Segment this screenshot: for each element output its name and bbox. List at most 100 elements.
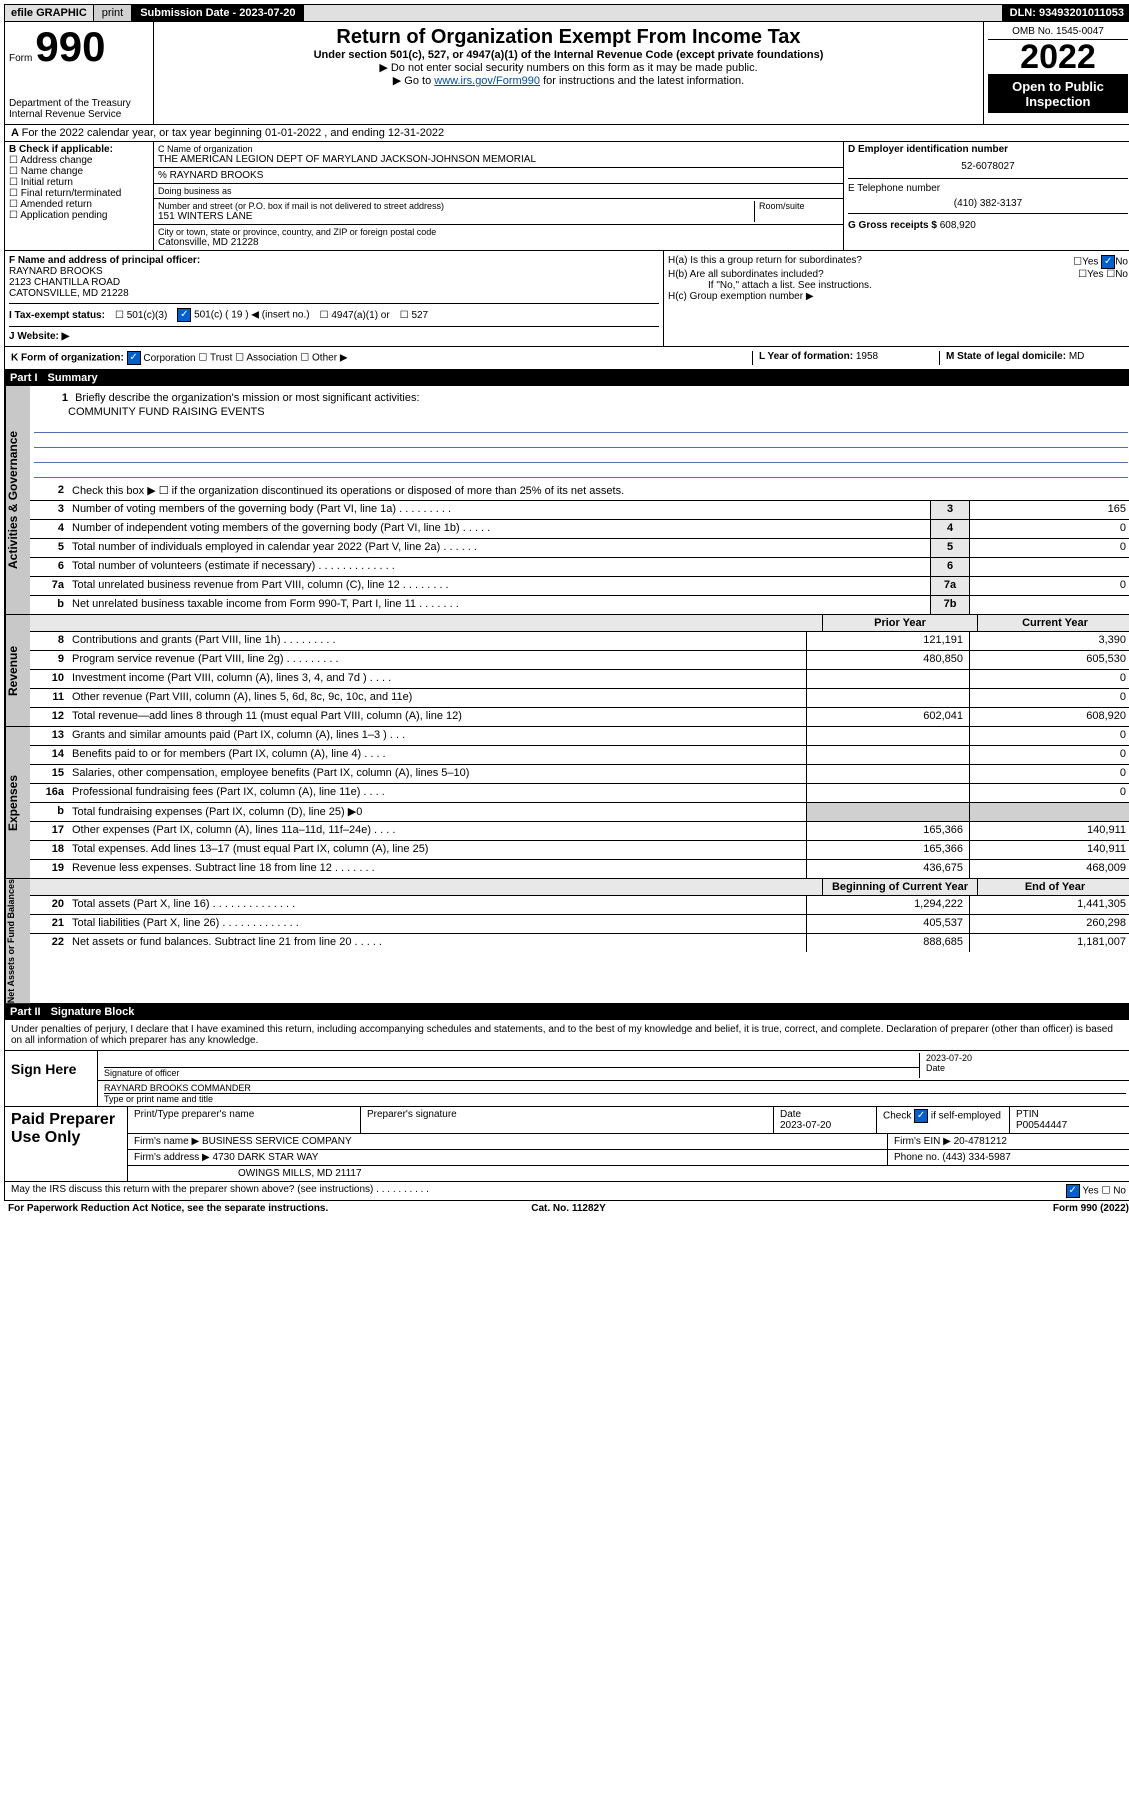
l7a-value: 0 [969,577,1129,595]
form-prefix: Form [9,53,32,64]
discuss-row: May the IRS discuss this return with the… [5,1181,1129,1200]
l20-end: 1,441,305 [969,896,1129,914]
cb-trust[interactable]: ☐ Trust [198,353,232,364]
street-value: 151 WINTERS LANE [158,211,750,222]
firm-name-value: BUSINESS SERVICE COMPANY [202,1136,352,1147]
mission-text: COMMUNITY FUND RAISING EVENTS [34,406,1128,418]
ha-label: H(a) Is this a group return for subordin… [668,255,862,269]
l22-begin: 888,685 [806,934,969,952]
officer-addr1: 2123 CHANTILLA ROAD [9,277,659,288]
l22-end: 1,181,007 [969,934,1129,952]
cb-name-change[interactable]: ☐ Name change [9,166,149,177]
cb-app-pending[interactable]: ☐ Application pending [9,210,149,221]
cb-address-change[interactable]: ☐ Address change [9,155,149,166]
klm-row: K Form of organization: ✓ Corporation ☐ … [4,347,1129,370]
l8-text: Contributions and grants (Part VIII, lin… [68,632,806,650]
discuss-text: May the IRS discuss this return with the… [11,1184,1066,1198]
cb-4947[interactable]: ☐ 4947(a)(1) or [320,310,390,321]
cb-amended[interactable]: ☐ Amended return [9,199,149,210]
print-button[interactable]: print [94,5,132,21]
hb-note: If "No," attach a list. See instructions… [668,280,1128,291]
bcd-block: B Check if applicable: ☐ Address change … [4,142,1129,251]
paid-phone-label: Phone no. [894,1152,940,1163]
l3-value: 165 [969,501,1129,519]
l16a-prior [806,784,969,802]
l8-current: 3,390 [969,632,1129,650]
cb-final-return[interactable]: ☐ Final return/terminated [9,188,149,199]
type-name-label: Type or print name and title [104,1094,213,1104]
cb-other[interactable]: ☐ Other ▶ [300,353,347,364]
l11-text: Other revenue (Part VIII, column (A), li… [68,689,806,707]
firm-ein-value: 20-4781212 [954,1136,1007,1147]
footer-mid: Cat. No. 11282Y [382,1203,756,1214]
l16b-current [969,803,1129,821]
hc-label: H(c) Group exemption number ▶ [668,291,1128,302]
l11-current: 0 [969,689,1129,707]
sig-declaration: Under penalties of perjury, I declare th… [5,1020,1129,1050]
l13-prior [806,727,969,745]
irs-label: Internal Revenue Service [9,109,149,120]
l19-prior: 436,675 [806,860,969,878]
l17-prior: 165,366 [806,822,969,840]
cb-initial-return[interactable]: ☐ Initial return [9,177,149,188]
discuss-yesno[interactable]: ✓ Yes ☐ No [1066,1184,1126,1198]
paid-date-label: Date [780,1109,801,1120]
l7b-text: Net unrelated business taxable income fr… [68,596,930,614]
l13-text: Grants and similar amounts paid (Part IX… [68,727,806,745]
firm-addr2: OWINGS MILLS, MD 21117 [128,1166,1129,1181]
l13-current: 0 [969,727,1129,745]
officer-sig-name: RAYNARD BROOKS COMMANDER [104,1083,1126,1094]
l19-current: 468,009 [969,860,1129,878]
l15-text: Salaries, other compensation, employee b… [68,765,806,783]
paid-date-value: 2023-07-20 [780,1120,831,1131]
part1-title: Summary [48,372,98,384]
cb-527[interactable]: ☐ 527 [400,310,428,321]
form-note2: ▶ Go to www.irs.gov/Form990 for instruct… [158,74,979,87]
check-self[interactable]: Check ✓ if self-employed [877,1107,1010,1133]
part2-header: Part II Signature Block [4,1004,1129,1020]
name-label: C Name of organization [158,144,839,154]
officer-addr2: CATONSVILLE, MD 21228 [9,288,659,299]
expenses-block: Expenses 13Grants and similar amounts pa… [4,727,1129,879]
care-of: % RAYNARD BROOKS [154,168,843,184]
paid-preparer-label: Paid Preparer Use Only [5,1107,128,1181]
netassets-block: Net Assets or Fund Balances Beginning of… [4,879,1129,1004]
l15-current: 0 [969,765,1129,783]
l18-text: Total expenses. Add lines 13–17 (must eq… [68,841,806,859]
ein-label: D Employer identification number [848,144,1128,155]
top-bar: efile GRAPHIC print Submission Date - 20… [4,4,1129,22]
paid-phone-value: (443) 334-5987 [942,1152,1010,1163]
cb-501c3[interactable]: ☐ 501(c)(3) [115,310,167,321]
l6-value [969,558,1129,576]
cb-assoc[interactable]: ☐ Association [235,353,297,364]
begin-year-head: Beginning of Current Year [822,879,977,895]
cb-corp[interactable]: ✓ Corporation [127,353,196,364]
l21-text: Total liabilities (Part X, line 26) . . … [68,915,806,933]
firm-addr-label: Firm's address ▶ [134,1152,210,1163]
part1-header: Part I Summary [4,370,1129,386]
prior-year-head: Prior Year [822,615,977,631]
sig-date-value: 2023-07-20 [926,1053,1126,1063]
l17-current: 140,911 [969,822,1129,840]
note2-post: for instructions and the latest informat… [540,75,744,87]
expenses-tab: Expenses [5,727,30,878]
end-year-head: End of Year [977,879,1129,895]
l10-text: Investment income (Part VIII, column (A)… [68,670,806,688]
section-h: H(a) Is this a group return for subordin… [664,251,1129,346]
org-name: THE AMERICAN LEGION DEPT OF MARYLAND JAC… [158,154,839,165]
efile-label: efile GRAPHIC [5,5,94,21]
l7b-value [969,596,1129,614]
hb-yesno[interactable]: ☐Yes ☐No [1078,269,1128,280]
row-a-calendar: A For the 2022 calendar year, or tax yea… [4,125,1129,142]
l9-text: Program service revenue (Part VIII, line… [68,651,806,669]
ein-value: 52-6078027 [848,155,1128,178]
netassets-tab: Net Assets or Fund Balances [5,879,30,1003]
form-note1: ▶ Do not enter social security numbers o… [158,61,979,74]
l16a-text: Professional fundraising fees (Part IX, … [68,784,806,802]
form990-link[interactable]: www.irs.gov/Form990 [434,75,540,87]
cb-501c[interactable]: ✓ 501(c) ( 19 ) ◀ (insert no.) [177,308,309,322]
l20-begin: 1,294,222 [806,896,969,914]
l9-current: 605,530 [969,651,1129,669]
ha-yesno[interactable]: ☐Yes ✓No [1073,255,1128,269]
ptin-label: PTIN [1016,1109,1039,1120]
